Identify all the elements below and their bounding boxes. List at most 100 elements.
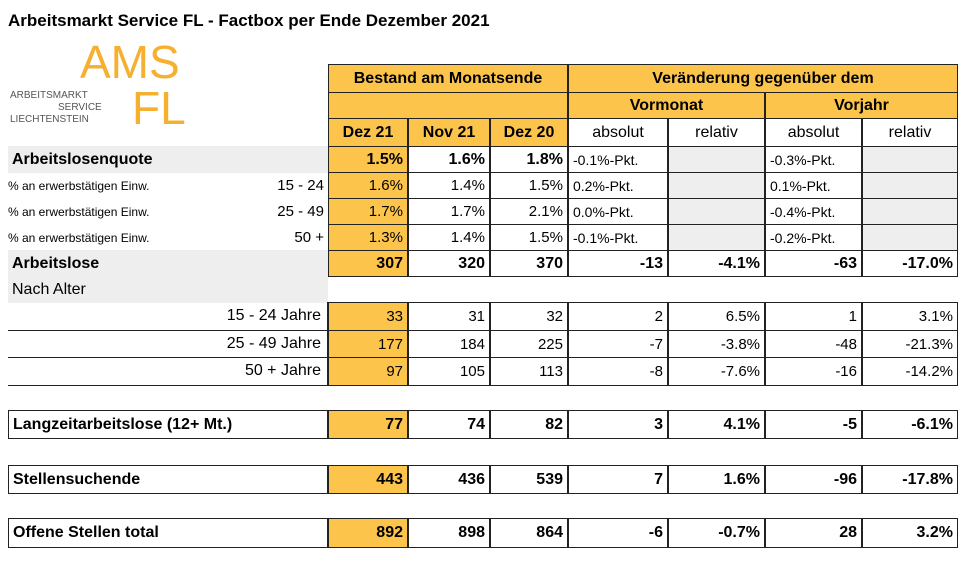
column-header: Nov 21 bbox=[408, 118, 490, 147]
table-cell: 1.7% bbox=[408, 198, 490, 225]
table-cell: 0.1%-Pkt. bbox=[765, 172, 862, 199]
table-cell: 2.1% bbox=[490, 198, 568, 225]
table-cell: 1.5% bbox=[490, 172, 568, 199]
table-cell bbox=[668, 224, 765, 251]
table-cell: 33 bbox=[328, 302, 408, 331]
table-cell: 1.5% bbox=[328, 146, 408, 173]
row-range: 15 - 24 bbox=[277, 177, 324, 194]
table-cell: -0.1%-Pkt. bbox=[568, 224, 668, 251]
table-cell: 864 bbox=[490, 518, 568, 548]
group-header: Veränderung gegenüber dem bbox=[568, 64, 958, 93]
sub-header bbox=[328, 92, 568, 119]
table-cell bbox=[862, 172, 958, 199]
table-cell: 320 bbox=[408, 250, 490, 277]
table-cell: 28 bbox=[765, 518, 862, 548]
row-range: 25 - 49 bbox=[277, 203, 324, 220]
table-cell: 113 bbox=[490, 357, 568, 386]
row-label: % an erwerbstätigen Einw. bbox=[8, 178, 150, 193]
table-cell: -5 bbox=[765, 410, 862, 439]
column-header: relativ bbox=[668, 118, 765, 147]
table-cell: 1.6% bbox=[328, 172, 408, 199]
table-cell bbox=[668, 198, 765, 225]
row-label: Stellensuchende bbox=[8, 465, 328, 494]
table-cell: -4.1% bbox=[668, 250, 765, 277]
table-cell: -16 bbox=[765, 357, 862, 386]
table-cell: 1.6% bbox=[668, 465, 765, 494]
table-cell: 1.4% bbox=[408, 172, 490, 199]
table-cell: 82 bbox=[490, 410, 568, 439]
table-cell: -14.2% bbox=[862, 357, 958, 386]
table-cell: -3.8% bbox=[668, 330, 765, 358]
table-cell: -0.4%-Pkt. bbox=[765, 198, 862, 225]
table-cell: -7 bbox=[568, 330, 668, 358]
table-cell: 1.4% bbox=[408, 224, 490, 251]
table-cell: -48 bbox=[765, 330, 862, 358]
table-cell: 74 bbox=[408, 410, 490, 439]
sub-header: Vorjahr bbox=[765, 92, 958, 119]
table-cell: 1.6% bbox=[408, 146, 490, 173]
table-cell: 1.5% bbox=[490, 224, 568, 251]
table-cell: -0.7% bbox=[668, 518, 765, 548]
table-cell: 370 bbox=[490, 250, 568, 277]
table-cell: 184 bbox=[408, 330, 490, 358]
table-cell: 2 bbox=[568, 302, 668, 331]
table-cell: -7.6% bbox=[668, 357, 765, 386]
table-cell: 892 bbox=[328, 518, 408, 548]
table-cell: 3 bbox=[568, 410, 668, 439]
table-cell: -6.1% bbox=[862, 410, 958, 439]
table-cell bbox=[862, 198, 958, 225]
column-header: absolut bbox=[568, 118, 668, 147]
table-cell: 898 bbox=[408, 518, 490, 548]
table-cell: 7 bbox=[568, 465, 668, 494]
table-cell: 1.8% bbox=[490, 146, 568, 173]
table-cell bbox=[862, 146, 958, 173]
table-cell: 1.7% bbox=[328, 198, 408, 225]
row-label: 15 - 24 Jahre bbox=[8, 302, 328, 331]
sub-header: Vormonat bbox=[568, 92, 765, 119]
title: Arbeitsmarkt Service FL - Factbox per En… bbox=[8, 10, 490, 30]
table-cell: -8 bbox=[568, 357, 668, 386]
table-cell: 3.2% bbox=[862, 518, 958, 548]
table-cell: 225 bbox=[490, 330, 568, 358]
column-header: Dez 21 bbox=[328, 118, 408, 147]
row-label: % an erwerbstätigen Einw. bbox=[8, 230, 150, 245]
table-cell: 1.3% bbox=[328, 224, 408, 251]
table-cell: 4.1% bbox=[668, 410, 765, 439]
table-cell bbox=[668, 146, 765, 173]
table-cell: -6 bbox=[568, 518, 668, 548]
table-cell: 6.5% bbox=[668, 302, 765, 331]
table-cell: -0.2%-Pkt. bbox=[765, 224, 862, 251]
table-cell: -21.3% bbox=[862, 330, 958, 358]
table-cell bbox=[668, 172, 765, 199]
row-label: Offene Stellen total bbox=[8, 518, 328, 548]
logo-text: LIECHTENSTEIN bbox=[10, 114, 89, 125]
table-cell: 32 bbox=[490, 302, 568, 331]
row-label: Langzeitarbeitslose (12+ Mt.) bbox=[8, 410, 328, 439]
table-cell: 177 bbox=[328, 330, 408, 358]
row-label: % an erwerbstätigen Einw. bbox=[8, 204, 150, 219]
column-header: relativ bbox=[862, 118, 958, 147]
table-cell: 1 bbox=[765, 302, 862, 331]
logo-fl: FL bbox=[132, 82, 186, 134]
table-cell: 31 bbox=[408, 302, 490, 331]
row-label: 50 + Jahre bbox=[8, 357, 328, 386]
table-cell: 443 bbox=[328, 465, 408, 494]
column-header: absolut bbox=[765, 118, 862, 147]
column-header: Dez 20 bbox=[490, 118, 568, 147]
logo-text: SERVICE bbox=[58, 102, 102, 113]
table-cell: 0.0%-Pkt. bbox=[568, 198, 668, 225]
table-cell: 3.1% bbox=[862, 302, 958, 331]
row-label: Arbeitslose bbox=[8, 250, 328, 277]
table-cell: -13 bbox=[568, 250, 668, 277]
table-cell: -0.3%-Pkt. bbox=[765, 146, 862, 173]
table-cell: 539 bbox=[490, 465, 568, 494]
table-cell: 77 bbox=[328, 410, 408, 439]
table-cell: -17.0% bbox=[862, 250, 958, 277]
table-cell: -0.1%-Pkt. bbox=[568, 146, 668, 173]
table-cell: 436 bbox=[408, 465, 490, 494]
row-label: Arbeitslosenquote bbox=[8, 146, 328, 173]
table-cell: 0.2%-Pkt. bbox=[568, 172, 668, 199]
row-range: 50 + bbox=[294, 229, 324, 246]
table-cell: 307 bbox=[328, 250, 408, 277]
